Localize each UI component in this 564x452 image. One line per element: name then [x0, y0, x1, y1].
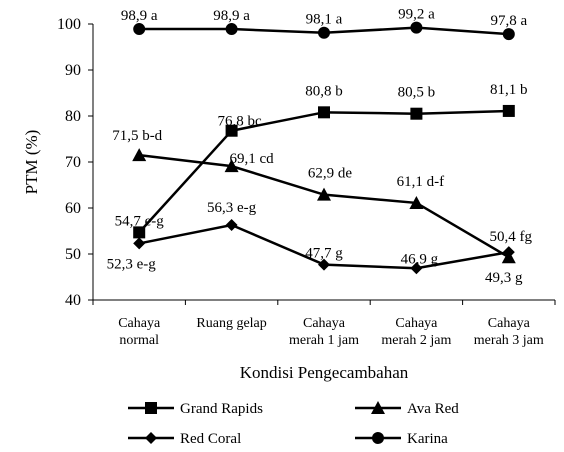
x-tick-label: Ruang gelap — [196, 316, 266, 331]
data-label: 56,3 e-g — [207, 200, 257, 216]
data-label: 98,9 a — [121, 8, 158, 24]
data-point-grand-rapids — [318, 106, 330, 119]
data-point-red-coral — [225, 219, 238, 232]
legend-marker-triangle — [371, 401, 385, 414]
data-point-ava-red — [409, 195, 424, 209]
data-point-grand-rapids — [225, 124, 238, 137]
y-tick-label: 50 — [65, 246, 81, 263]
data-point-karina — [410, 21, 423, 34]
data-point-red-coral — [502, 246, 515, 259]
data-point-grand-rapids — [133, 226, 146, 239]
data-point-karina — [225, 23, 238, 36]
y-tick-label: 90 — [65, 62, 81, 79]
data-label: 81,1 b — [490, 82, 528, 98]
data-label: 46,9 g — [401, 251, 439, 267]
data-point-ava-red — [317, 187, 331, 201]
data-point-grand-rapids — [410, 107, 423, 120]
data-label: 61,1 d-f — [397, 174, 445, 190]
data-label: 47,7 g — [305, 246, 343, 262]
data-label: 76,8 bc — [218, 114, 263, 130]
x-tick-label: Cahaya normal — [118, 316, 161, 348]
data-label: 54,7 e-g — [115, 213, 165, 229]
legend-label: Karina — [407, 431, 448, 447]
data-point-karina — [502, 28, 515, 41]
data-point-red-coral — [318, 258, 330, 271]
legend-marker-circle — [372, 432, 384, 444]
legend-marker-diamond — [145, 432, 157, 444]
y-tick-label: 60 — [65, 200, 81, 217]
data-label: 52,3 e-g — [107, 256, 157, 272]
legend-item-ava-red: Ava Red — [355, 401, 459, 417]
data-label: 80,5 b — [398, 85, 436, 101]
data-point-ava-red — [132, 148, 147, 162]
legend-marker-square — [145, 402, 157, 414]
data-labels: 54,7 e-g 76,8 bc 80,8 b 80,5 b 81,1 b 71,5 b-… — [107, 7, 533, 287]
x-tick-label: Cahaya merah 1 jam — [289, 316, 359, 348]
y-tick-label: 40 — [65, 292, 81, 309]
y-ticks: 40 50 60 70 80 90 100 — [57, 16, 93, 309]
series-layer — [132, 21, 516, 275]
legend-label: Red Coral — [180, 431, 241, 447]
x-axis-title: Kondisi Pengecambahan — [240, 363, 409, 382]
series-grand-rapids — [133, 104, 515, 239]
y-axis-title: PTM (%) — [22, 130, 41, 195]
legend-item-grand-rapids: Grand Rapids — [128, 401, 263, 417]
y-tick-label: 70 — [65, 154, 81, 171]
data-point-grand-rapids — [502, 104, 515, 117]
y-tick-label: 80 — [65, 108, 81, 125]
data-point-red-coral — [133, 237, 146, 250]
legend-item-karina: Karina — [355, 431, 448, 447]
data-label: 49,3 g — [485, 270, 523, 286]
data-label: 98,1 a — [306, 12, 343, 28]
data-label: 62,9 de — [308, 166, 353, 182]
data-label: 80,8 b — [305, 83, 343, 99]
x-tick-label: Cahaya merah 3 jam — [474, 316, 544, 348]
data-point-ava-red — [224, 159, 239, 173]
x-ticks: Cahaya normal Ruang gelap Cahaya merah 1 jam… — [92, 300, 556, 348]
data-point-karina — [133, 23, 146, 36]
x-tick-label: Cahaya merah 2 jam — [381, 316, 451, 348]
data-label: 99,2 a — [398, 7, 435, 23]
y-tick-label: 100 — [57, 16, 81, 33]
series-red-coral — [133, 219, 515, 275]
legend: Grand Rapids Ava Red Red Coral Karina — [128, 401, 459, 447]
data-label: 98,9 a — [213, 8, 250, 24]
data-point-red-coral — [410, 262, 423, 275]
legend-label: Grand Rapids — [180, 401, 263, 417]
data-label: 71,5 b-d — [112, 128, 162, 144]
data-point-karina — [318, 26, 330, 39]
data-label: 50,4 fg — [490, 229, 533, 245]
series-karina — [133, 21, 515, 41]
legend-label: Ava Red — [407, 401, 459, 417]
data-label: 69,1 cd — [230, 151, 275, 167]
legend-item-red-coral: Red Coral — [128, 431, 241, 447]
data-label: 97,8 a — [490, 13, 527, 29]
